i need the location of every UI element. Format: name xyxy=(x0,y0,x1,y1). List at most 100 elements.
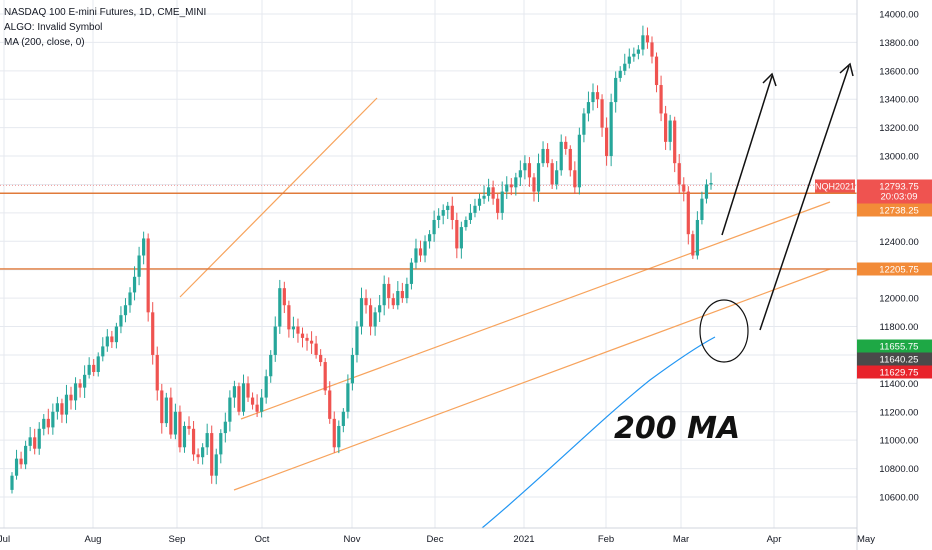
candle-body[interactable] xyxy=(437,215,441,220)
candle-body[interactable] xyxy=(264,376,268,398)
candle-body[interactable] xyxy=(128,292,132,306)
candle-body[interactable] xyxy=(446,205,450,211)
candle-body[interactable] xyxy=(378,305,382,313)
candle-body[interactable] xyxy=(677,163,681,185)
candle-body[interactable] xyxy=(491,187,495,199)
candle-body[interactable] xyxy=(623,63,627,71)
candle-body[interactable] xyxy=(368,305,373,327)
candle-body[interactable] xyxy=(695,219,699,256)
candle-body[interactable] xyxy=(496,198,500,213)
candle-body[interactable] xyxy=(228,397,232,422)
candle-body[interactable] xyxy=(559,141,563,171)
candle-body[interactable] xyxy=(645,35,650,43)
candle-body[interactable] xyxy=(350,354,355,384)
candle-body[interactable] xyxy=(346,383,350,412)
candle-body[interactable] xyxy=(255,404,259,412)
candle-body[interactable] xyxy=(709,183,713,185)
candle-body[interactable] xyxy=(473,205,477,213)
candle-body[interactable] xyxy=(87,364,91,375)
candle-body[interactable] xyxy=(300,333,305,338)
candle-body[interactable] xyxy=(373,312,377,327)
candle-body[interactable] xyxy=(414,248,418,263)
candle-body[interactable] xyxy=(278,288,282,327)
candle-body[interactable] xyxy=(160,390,164,424)
candle-body[interactable] xyxy=(328,390,332,419)
candle-body[interactable] xyxy=(614,77,618,103)
candle-body[interactable] xyxy=(92,364,96,372)
candle-body[interactable] xyxy=(119,315,123,327)
candle-body[interactable] xyxy=(391,298,395,306)
candle-body[interactable] xyxy=(155,354,159,391)
candle-body[interactable] xyxy=(682,184,686,192)
time-axis[interactable]: Jul Aug Sep Oct Nov Dec 2021 Feb Mar Apr May xyxy=(0,534,875,545)
candle-body[interactable] xyxy=(223,421,227,434)
candle-body[interactable] xyxy=(296,326,300,334)
candle-body[interactable] xyxy=(427,234,432,242)
candle-body[interactable] xyxy=(409,262,414,284)
candle-body[interactable] xyxy=(545,148,550,164)
candle-body[interactable] xyxy=(500,191,504,213)
candle-body[interactable] xyxy=(64,394,69,415)
candle-body[interactable] xyxy=(323,362,327,391)
candle-body[interactable] xyxy=(609,102,613,157)
candle-body[interactable] xyxy=(664,113,668,142)
candles[interactable] xyxy=(10,25,713,494)
candle-body[interactable] xyxy=(686,191,690,235)
candle-body[interactable] xyxy=(319,354,323,363)
candle-body[interactable] xyxy=(432,219,436,235)
candle-body[interactable] xyxy=(341,411,345,426)
candle-body[interactable] xyxy=(387,283,391,299)
candle-body[interactable] xyxy=(627,56,631,64)
candle-body[interactable] xyxy=(400,291,404,299)
candle-body[interactable] xyxy=(568,148,572,171)
candle-body[interactable] xyxy=(505,184,509,192)
candle-body[interactable] xyxy=(518,170,522,178)
candle-body[interactable] xyxy=(564,141,568,149)
candle-body[interactable] xyxy=(636,49,640,54)
candle-body[interactable] xyxy=(137,255,141,277)
candle-body[interactable] xyxy=(269,354,273,377)
candle-body[interactable] xyxy=(205,433,209,448)
candle-body[interactable] xyxy=(237,386,241,412)
candle-body[interactable] xyxy=(654,56,659,86)
candle-body[interactable] xyxy=(641,35,645,50)
candle-body[interactable] xyxy=(146,238,150,313)
candle-body[interactable] xyxy=(332,418,336,448)
candle-body[interactable] xyxy=(260,397,264,412)
candle-body[interactable] xyxy=(700,198,704,220)
candle-body[interactable] xyxy=(618,70,622,78)
candle-body[interactable] xyxy=(509,184,513,188)
candle-body[interactable] xyxy=(309,340,314,344)
candle-body[interactable] xyxy=(10,475,14,490)
candle-body[interactable] xyxy=(337,425,341,448)
candle-body[interactable] xyxy=(28,437,32,446)
candle-body[interactable] xyxy=(582,113,586,135)
candle-body[interactable] xyxy=(632,53,636,57)
candle-body[interactable] xyxy=(201,447,205,458)
candle-body[interactable] xyxy=(691,234,695,256)
candle-body[interactable] xyxy=(287,305,291,330)
candle-body[interactable] xyxy=(55,403,59,412)
candle-body[interactable] xyxy=(591,92,595,103)
candle-body[interactable] xyxy=(24,445,28,465)
candle-body[interactable] xyxy=(187,425,191,429)
candle-body[interactable] xyxy=(573,170,577,188)
candle-body[interactable] xyxy=(459,227,463,249)
candle-body[interactable] xyxy=(14,458,19,476)
legend-indicator-ma[interactable]: MA (200, close, 0) xyxy=(4,37,85,48)
candle-body[interactable] xyxy=(586,102,591,114)
candle-body[interactable] xyxy=(455,219,459,249)
candle-body[interactable] xyxy=(532,177,536,192)
candle-body[interactable] xyxy=(164,397,168,424)
candle-body[interactable] xyxy=(555,170,559,185)
candle-body[interactable] xyxy=(282,288,286,306)
candle-body[interactable] xyxy=(83,374,87,388)
candle-body[interactable] xyxy=(191,428,196,455)
candle-body[interactable] xyxy=(450,205,454,220)
candle-body[interactable] xyxy=(51,411,55,428)
candle-body[interactable] xyxy=(355,326,359,355)
candle-body[interactable] xyxy=(550,163,554,185)
candle-body[interactable] xyxy=(305,337,309,341)
candle-body[interactable] xyxy=(69,394,73,401)
